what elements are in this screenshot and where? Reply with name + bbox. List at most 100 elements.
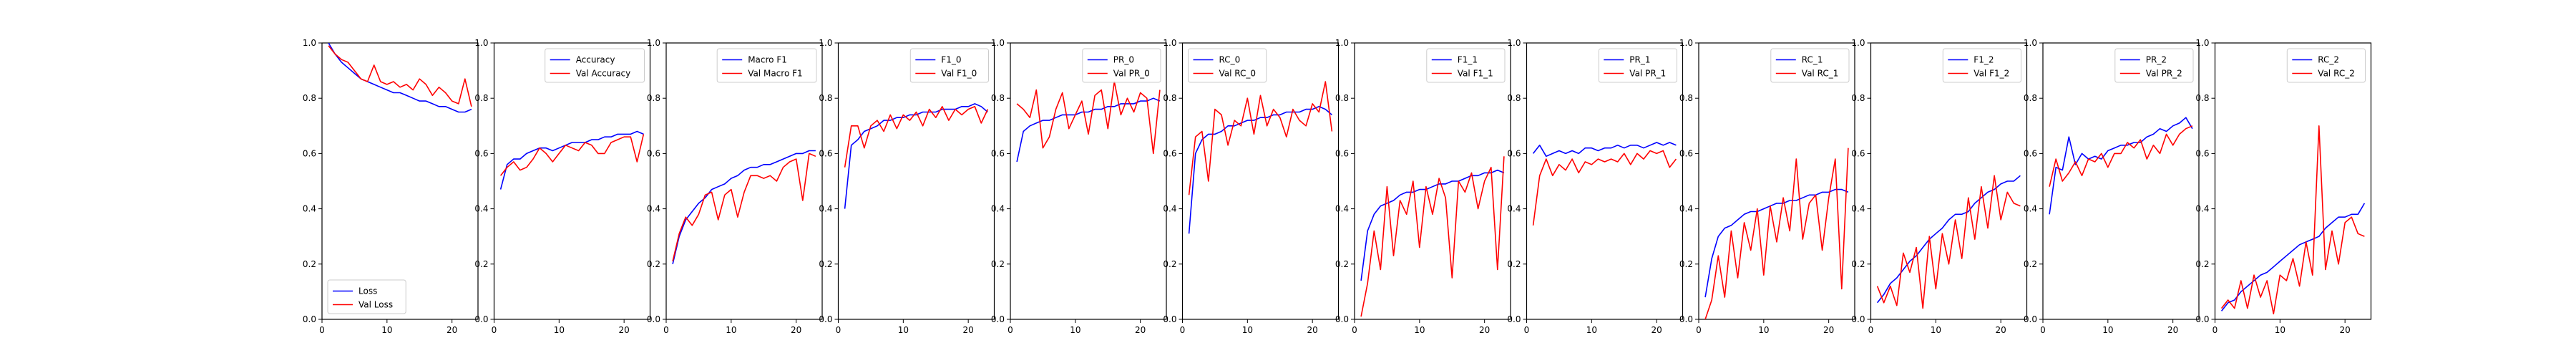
y-tick-label: 1.0 bbox=[474, 38, 488, 48]
x-tick-label: 20 bbox=[447, 325, 457, 335]
x-tick-label: 0 bbox=[1868, 325, 1874, 335]
chart-panel-9: 0.0 0.2 0.4 0.6 0.8 1.0 0 10 20 RC_1 Val RC_1 bbox=[1679, 38, 1855, 335]
x-tick-label: 10 bbox=[1758, 325, 1769, 335]
legend-label: RC_1 bbox=[1802, 55, 1823, 65]
series-line-1 bbox=[844, 103, 988, 209]
y-tick-label: 0.6 bbox=[1163, 148, 1176, 158]
y-tick-label: 0.6 bbox=[1335, 148, 1349, 158]
y-tick-label: 1.0 bbox=[1163, 38, 1176, 48]
series-line-2 bbox=[1360, 156, 1505, 317]
x-tick-label: 20 bbox=[619, 325, 630, 335]
y-tick-label: 0.0 bbox=[474, 314, 488, 324]
x-tick-label: 20 bbox=[1823, 325, 1834, 335]
series-line-2 bbox=[328, 45, 472, 107]
x-tick-label: 0 bbox=[1008, 325, 1013, 335]
x-tick-label: 20 bbox=[1135, 325, 1146, 335]
y-tick-label: 1.0 bbox=[1851, 38, 1865, 48]
legend-label: Val Macro F1 bbox=[748, 69, 802, 79]
y-tick-label: 0.4 bbox=[2024, 204, 2037, 214]
legend: Macro F1 Val Macro F1 bbox=[716, 48, 817, 83]
x-tick-label: 20 bbox=[2340, 325, 2351, 335]
y-tick-label: 0.2 bbox=[474, 259, 488, 269]
axes-frame bbox=[665, 42, 823, 320]
chart-panel-5: 0.0 0.2 0.4 0.6 0.8 1.0 0 10 20 PR_0 Val PR_0 bbox=[991, 38, 1167, 335]
x-tick-label: 10 bbox=[2102, 325, 2113, 335]
y-tick-label: 0.2 bbox=[1851, 259, 1865, 269]
legend: PR_2 Val PR_2 bbox=[2114, 48, 2194, 83]
y-tick-label: 0.0 bbox=[1851, 314, 1865, 324]
chart-panel-10: 0.0 0.2 0.4 0.6 0.8 1.0 0 10 20 F1_2 Val F1_2 bbox=[1851, 38, 2028, 335]
y-tick-label: 0.8 bbox=[991, 93, 1005, 103]
legend-label: Val RC_0 bbox=[1219, 69, 1257, 79]
y-tick-label: 0.2 bbox=[1507, 259, 1521, 269]
axes-frame bbox=[1181, 42, 1340, 320]
legend: RC_1 Val RC_1 bbox=[1770, 48, 1850, 83]
y-tick-label: 0.4 bbox=[991, 204, 1005, 214]
y-tick-label: 0.8 bbox=[2195, 93, 2209, 103]
legend: PR_1 Val PR_1 bbox=[1598, 48, 1678, 83]
x-tick-label: 20 bbox=[1652, 325, 1662, 335]
y-tick-label: 0.6 bbox=[2195, 148, 2209, 158]
y-tick-label: 1.0 bbox=[647, 38, 660, 48]
y-tick-label: 0.2 bbox=[819, 259, 832, 269]
legend-label: F1_2 bbox=[1974, 55, 1994, 65]
y-tick-label: 0.4 bbox=[647, 204, 660, 214]
y-tick-label: 0.6 bbox=[2024, 148, 2037, 158]
series-line-1 bbox=[2220, 203, 2366, 311]
chart-panel-1: 0.0 0.2 0.4 0.6 0.8 1.0 0 10 20 Loss Val Loss bbox=[303, 38, 479, 335]
x-tick-label: 10 bbox=[1242, 325, 1253, 335]
y-tick-label: 1.0 bbox=[303, 38, 316, 48]
y-tick-label: 0.0 bbox=[2195, 314, 2209, 324]
series-line-2 bbox=[844, 106, 989, 168]
x-tick-label: 0 bbox=[1352, 325, 1357, 335]
legend-label: Val PR_2 bbox=[2146, 69, 2182, 79]
x-tick-label: 0 bbox=[1696, 325, 1702, 335]
y-tick-label: 0.4 bbox=[1679, 204, 1693, 214]
series-line-2 bbox=[1188, 81, 1333, 195]
y-tick-label: 0.8 bbox=[1507, 93, 1521, 103]
x-tick-label: 10 bbox=[898, 325, 909, 335]
y-tick-label: 0.0 bbox=[647, 314, 660, 324]
y-tick-label: 0.8 bbox=[1679, 93, 1693, 103]
y-tick-label: 1.0 bbox=[2024, 38, 2037, 48]
y-tick-label: 0.0 bbox=[1163, 314, 1176, 324]
legend-label: F1_0 bbox=[941, 55, 961, 65]
legend: RC_2 Val RC_2 bbox=[2286, 48, 2366, 83]
series-line-1 bbox=[1360, 169, 1505, 281]
y-tick-label: 0.6 bbox=[819, 148, 832, 158]
x-tick-label: 10 bbox=[1414, 325, 1425, 335]
y-tick-label: 0.6 bbox=[474, 148, 488, 158]
legend-label: PR_0 bbox=[1113, 55, 1134, 65]
legend-label: Val F1_0 bbox=[941, 69, 977, 79]
legend-label: Val RC_2 bbox=[2318, 69, 2355, 79]
legend-label: Val PR_0 bbox=[1113, 69, 1150, 79]
legend-label: RC_2 bbox=[2318, 55, 2339, 65]
x-tick-label: 0 bbox=[319, 325, 325, 335]
series-line-2 bbox=[672, 153, 816, 262]
legend: F1_0 Val F1_0 bbox=[909, 48, 990, 83]
axes-frame bbox=[1698, 42, 1855, 320]
y-tick-label: 0.8 bbox=[303, 93, 316, 103]
y-tick-label: 1.0 bbox=[1679, 38, 1693, 48]
x-tick-label: 20 bbox=[1996, 325, 2006, 335]
y-tick-label: 0.2 bbox=[1335, 259, 1349, 269]
legend: Loss Val Loss bbox=[327, 279, 406, 314]
legend-label: Val PR_1 bbox=[1629, 69, 1666, 79]
y-tick-label: 1.0 bbox=[991, 38, 1005, 48]
axes-frame bbox=[493, 42, 651, 320]
x-tick-label: 10 bbox=[381, 325, 392, 335]
y-tick-label: 0.8 bbox=[1335, 93, 1349, 103]
y-tick-label: 0.2 bbox=[991, 259, 1005, 269]
series-line-1 bbox=[2049, 117, 2193, 215]
y-tick-label: 0.8 bbox=[1163, 93, 1176, 103]
legend: F1_1 Val F1_1 bbox=[1426, 48, 1506, 83]
axes-frame bbox=[1010, 42, 1167, 320]
y-tick-label: 0.4 bbox=[1851, 204, 1865, 214]
axes-frame bbox=[2042, 42, 2200, 320]
y-tick-label: 0.0 bbox=[991, 314, 1005, 324]
y-tick-label: 0.8 bbox=[647, 93, 660, 103]
series-line-1 bbox=[1704, 188, 1849, 298]
y-tick-label: 0.4 bbox=[474, 204, 488, 214]
legend-label: Val Loss bbox=[358, 300, 393, 310]
